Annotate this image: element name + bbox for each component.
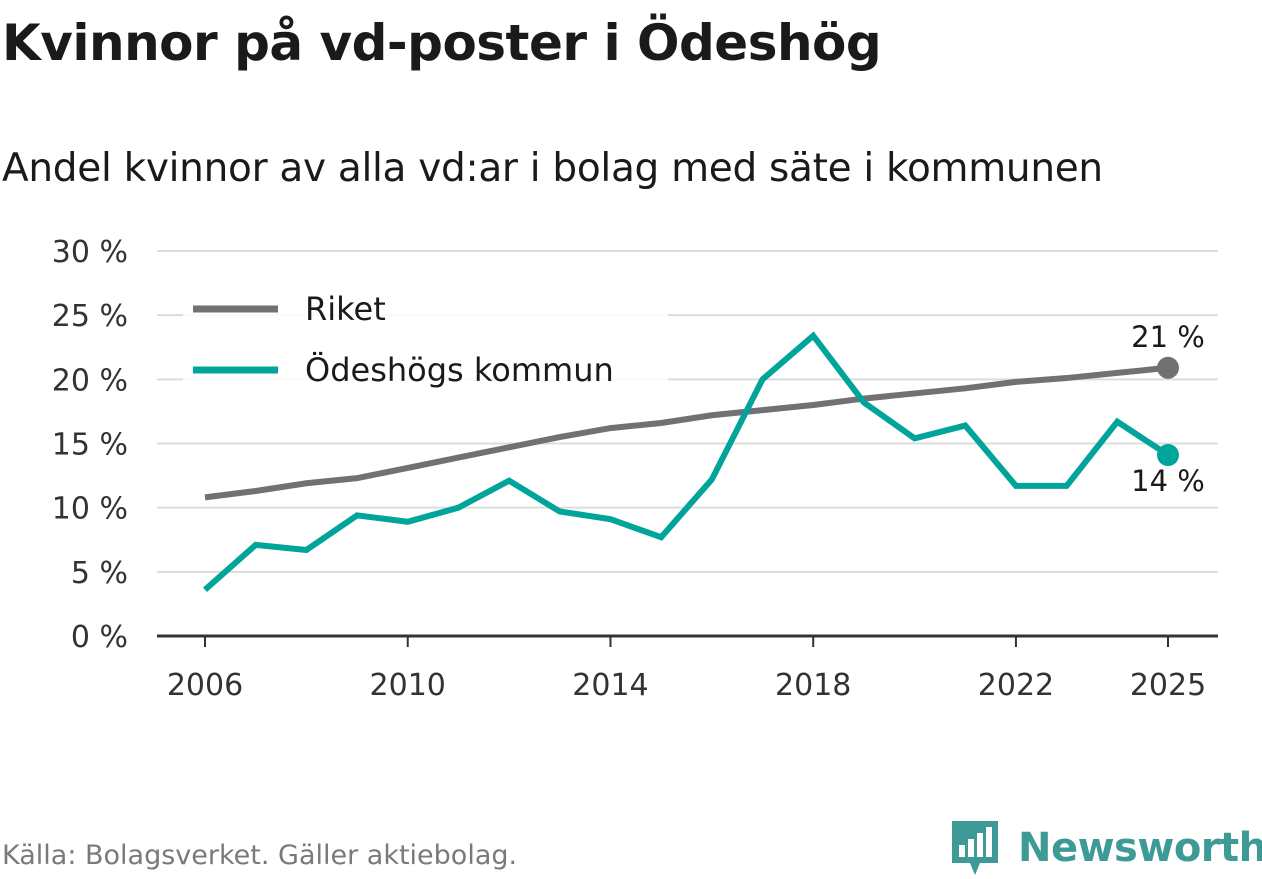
y-tick-label: 30 % <box>52 235 128 270</box>
legend-label: Ödeshögs kommun <box>305 351 614 389</box>
source-note: Källa: Bolagsverket. Gäller aktiebolag. <box>2 840 518 871</box>
y-tick-label: 10 % <box>52 492 128 527</box>
newsworthy-brand: Newsworthy <box>950 818 1262 878</box>
x-tick-label: 2010 <box>370 668 446 703</box>
legend-label: Riket <box>305 290 386 328</box>
series-line-riket <box>204 364 1169 501</box>
y-tick-label: 15 % <box>52 428 128 463</box>
chart-title: Kvinnor på vd-poster i Ödeshög <box>2 14 882 72</box>
x-tick-label: 2014 <box>572 668 648 703</box>
y-tick-label: 5 % <box>71 556 128 591</box>
brand-name: Newsworthy <box>1018 825 1262 871</box>
legend-background <box>183 284 668 402</box>
x-tick-label: 2022 <box>978 668 1054 703</box>
end-point-kommun <box>1157 444 1179 467</box>
y-tick-label: 20 % <box>52 363 128 398</box>
series-line-kommun <box>203 331 1170 593</box>
x-tick-label: 2006 <box>167 668 243 703</box>
end-point-riket <box>1157 356 1179 379</box>
end-label-kommun: 14 % <box>1131 464 1205 498</box>
y-tick-label: 0 % <box>71 620 128 655</box>
bar-chart-logo-icon <box>952 821 998 875</box>
x-tick-label: 2025 <box>1130 668 1206 703</box>
x-tick-label: 2018 <box>775 668 851 703</box>
y-tick-label: 25 % <box>52 299 128 334</box>
chart-subtitle: Andel kvinnor av alla vd:ar i bolag med … <box>2 146 1103 191</box>
end-label-riket: 21 % <box>1131 320 1205 354</box>
